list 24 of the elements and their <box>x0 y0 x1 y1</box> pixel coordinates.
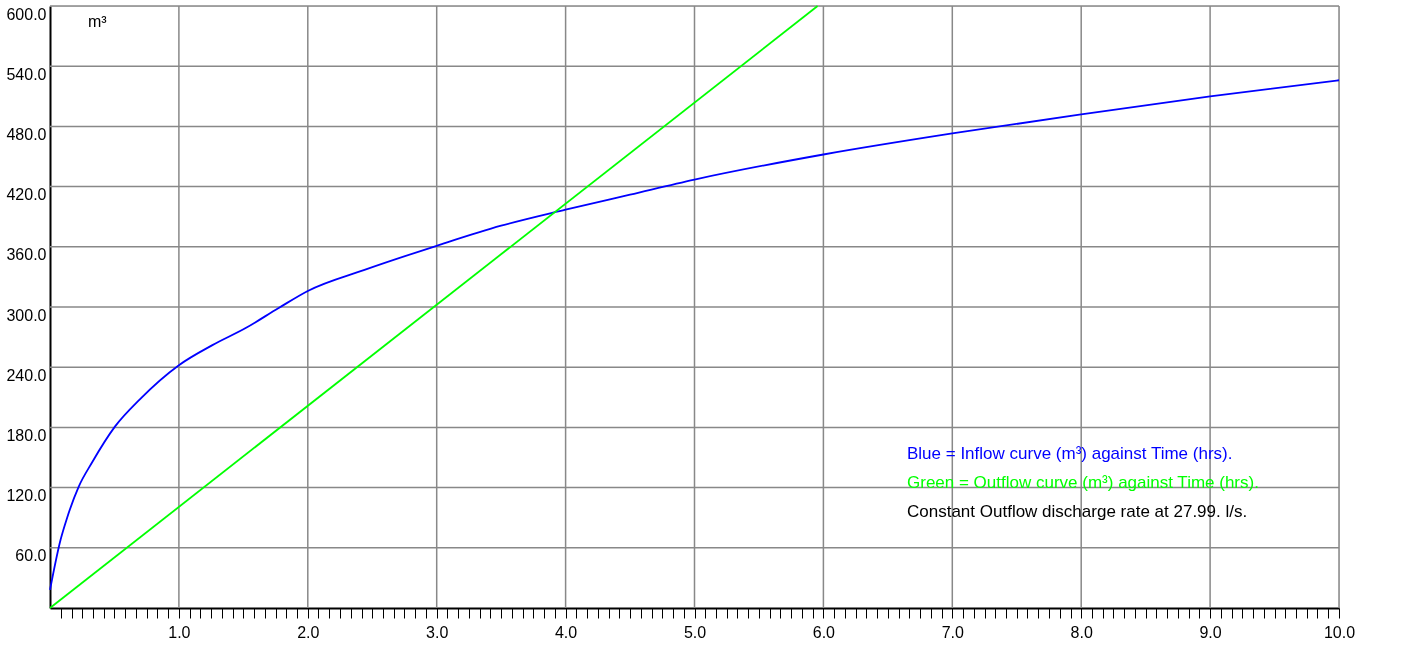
annotation: Constant Outflow discharge rate at 27.99. l/s. <box>907 502 1248 521</box>
x-tick-label: 10.0 <box>1323 623 1356 641</box>
y-axis-title: m³ <box>88 13 108 30</box>
x-tick-label: 7.0 <box>941 623 965 641</box>
annotation: Blue = Inflow curve (m³) against Time (hrs). <box>907 444 1233 463</box>
x-tick-label: 4.0 <box>554 623 578 641</box>
x-tick-label: 2.0 <box>297 623 320 641</box>
annotation: Green = Outflow curve (m³) against Time (hrs). <box>907 473 1259 492</box>
y-tick-label: 300.0 <box>6 306 47 324</box>
y-tick-label: 120.0 <box>6 487 47 505</box>
x-tick-label: 5.0 <box>683 623 707 641</box>
y-tick-label: 420.0 <box>6 186 47 204</box>
y-tick-label: 240.0 <box>6 366 47 384</box>
y-tick-label: 600.0 <box>6 5 47 23</box>
x-tick-label: 3.0 <box>426 623 449 641</box>
y-tick-label: 60.0 <box>15 547 47 565</box>
y-tick-label: 360.0 <box>6 246 47 264</box>
x-tick-label: 8.0 <box>1070 623 1093 641</box>
x-tick-label: 9.0 <box>1199 623 1222 641</box>
y-tick-label: 540.0 <box>6 65 47 83</box>
x-tick-label: 6.0 <box>812 623 836 641</box>
y-tick-label: 480.0 <box>6 125 47 143</box>
y-tick-label: 180.0 <box>6 426 47 444</box>
x-tick-label: 1.0 <box>168 623 191 641</box>
